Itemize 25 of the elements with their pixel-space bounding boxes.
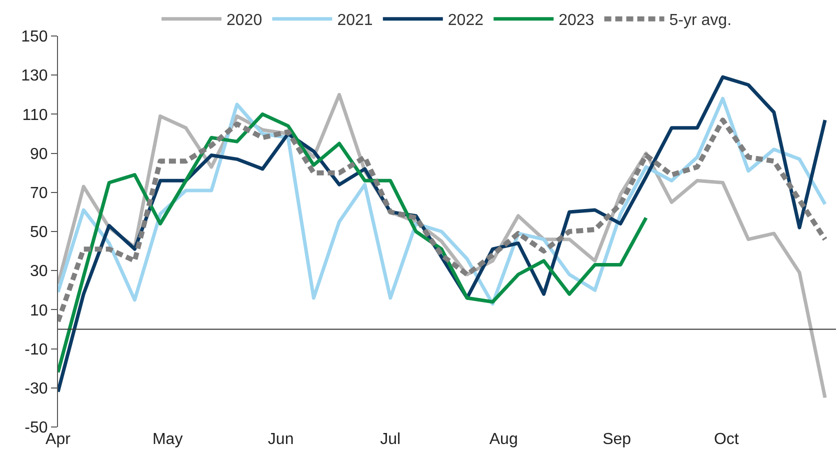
y-tick-label: 110 — [22, 106, 48, 124]
legend-label: 2021 — [337, 12, 373, 30]
x-tick-label: Oct — [714, 431, 740, 448]
y-tick-label: -10 — [24, 341, 48, 358]
y-tick-label: 150 — [21, 28, 48, 46]
y-tick-label: 30 — [30, 263, 48, 280]
x-tick-label: Aug — [489, 431, 518, 448]
legend-label: 5-yr avg. — [669, 12, 732, 30]
x-tick-label: May — [152, 431, 183, 448]
x-tick-label: Jun — [268, 431, 294, 448]
x-tick-label: Jul — [380, 431, 401, 448]
line-series — [58, 96, 827, 306]
y-tick-label: 50 — [30, 224, 48, 242]
legend-label: 2022 — [448, 12, 484, 30]
y-tick-label: -30 — [24, 380, 48, 398]
legend-label: 2020 — [226, 12, 262, 30]
y-tick-label: 130 — [21, 68, 48, 85]
line-series — [58, 112, 648, 374]
y-tick-label: -50 — [24, 420, 48, 437]
y-tick-label: 70 — [30, 185, 48, 202]
x-tick-label: Apr — [46, 431, 72, 448]
y-tick-label: 10 — [30, 302, 48, 320]
legend-label: 2023 — [558, 12, 594, 30]
y-tick-label: 90 — [30, 146, 48, 163]
x-tick-label: Sep — [602, 431, 632, 448]
